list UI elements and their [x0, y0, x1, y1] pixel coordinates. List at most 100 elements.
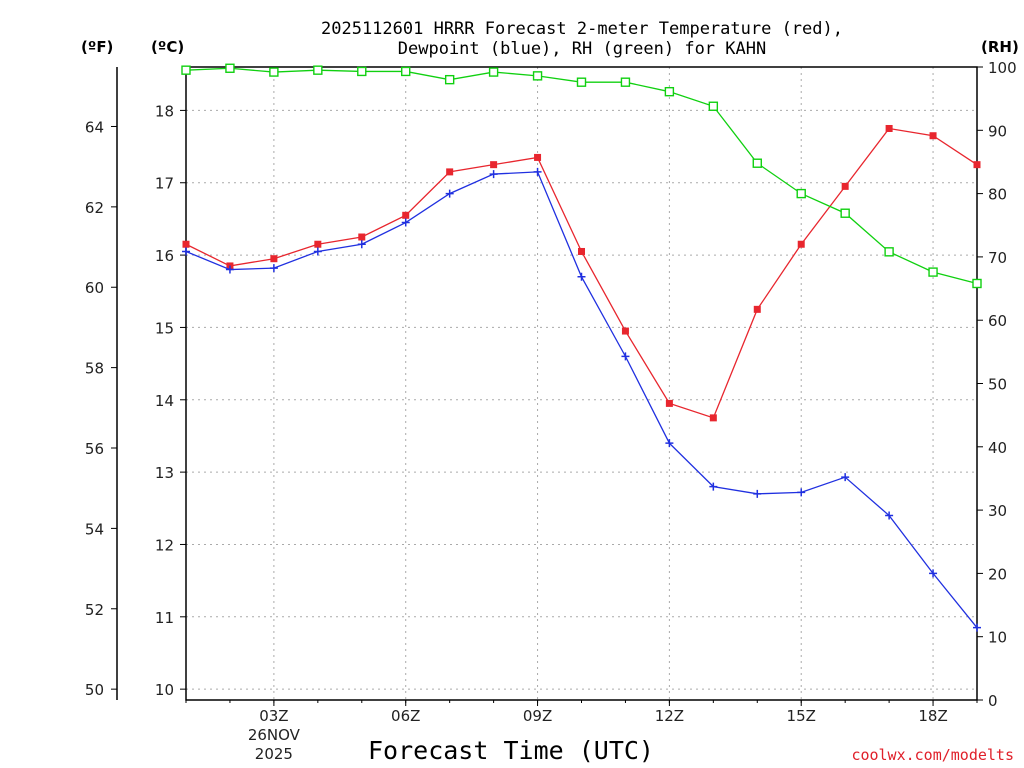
fahrenheit-tick-label: 52	[85, 601, 104, 619]
rh-point	[444, 74, 455, 85]
credit-link[interactable]: coolwx.com/modelts	[851, 746, 1014, 764]
dewpoint-point	[973, 623, 981, 632]
x-axis-label: Forecast Time (UTC)	[368, 736, 654, 765]
fahrenheit-tick-label: 58	[85, 360, 104, 378]
celsius-tick-label: 18	[155, 102, 174, 120]
temperature-point	[797, 240, 805, 248]
rh-tick-label: 90	[988, 122, 1007, 140]
temperature-point	[402, 211, 410, 219]
chart-title-line2: Dewpoint (blue), RH (green) for KAHN	[398, 39, 766, 59]
dewpoint-point	[929, 569, 938, 578]
rh-tick-label: 40	[988, 439, 1007, 457]
dewpoint-point	[182, 247, 190, 256]
temperature-point	[182, 240, 190, 248]
rh-point	[357, 66, 367, 77]
x-tick-label: 06Z	[391, 707, 420, 725]
date-label-year: 2025	[255, 745, 293, 763]
dewpoint-point	[621, 352, 630, 361]
temperature-point	[929, 132, 937, 140]
chart-title-line1: 2025112601 HRRR Forecast 2-meter Tempera…	[321, 19, 843, 39]
fahrenheit-tick-label: 64	[85, 118, 104, 136]
x-tick-label: 12Z	[655, 707, 684, 725]
fahrenheit-tick-label: 54	[85, 520, 104, 538]
fahrenheit-tick-label: 56	[85, 440, 104, 458]
temperature-point	[885, 124, 893, 132]
rh-tick-label: 10	[988, 629, 1007, 647]
rh-tick-label: 100	[988, 59, 1017, 77]
x-tick-label: 09Z	[523, 707, 552, 725]
rh-unit-label: (RH)	[981, 38, 1019, 56]
dewpoint-point	[445, 189, 454, 198]
rh-point	[269, 67, 279, 77]
rh-tick-label: 70	[988, 249, 1007, 267]
dewpoint-point	[357, 240, 366, 249]
temperature-point	[753, 305, 761, 313]
rh-point	[664, 86, 675, 97]
fahrenheit-tick-label: 62	[85, 199, 104, 217]
rh-point	[884, 247, 894, 257]
dewpoint-point	[401, 218, 410, 227]
celsius-unit-label: (ºC)	[151, 38, 184, 56]
rh-point	[972, 278, 982, 289]
dewpoint-point	[489, 170, 498, 179]
temperature-point	[314, 240, 322, 248]
temperature-point	[358, 233, 366, 241]
rh-point	[928, 267, 938, 277]
celsius-tick-label: 13	[155, 464, 174, 482]
dewpoint-point	[533, 167, 542, 176]
temperature-point	[665, 399, 673, 407]
rh-tick-label: 20	[988, 565, 1007, 583]
dewpoint-point	[885, 511, 894, 520]
temperature-point	[534, 153, 542, 161]
grid-lines	[186, 67, 977, 700]
temperature-point	[709, 414, 717, 422]
temperature-point	[621, 327, 629, 335]
rh-point	[532, 71, 543, 81]
data-series	[181, 63, 982, 632]
rh-point	[313, 65, 323, 75]
rh-point	[752, 158, 762, 168]
celsius-tick-label: 14	[155, 392, 174, 410]
rh-tick-label: 0	[988, 692, 998, 710]
rh-tick-label: 50	[988, 376, 1007, 394]
x-tick-label: 15Z	[787, 707, 816, 725]
date-label-day: 26NOV	[248, 726, 301, 744]
rh-point	[488, 67, 499, 77]
dewpoint-series	[182, 167, 981, 632]
dewpoint-point	[577, 272, 586, 281]
celsius-tick-label: 10	[155, 681, 174, 699]
dewpoint-point	[797, 488, 806, 497]
temperature-point	[490, 161, 498, 169]
temperature-point	[841, 182, 849, 190]
fahrenheit-tick-label: 50	[85, 681, 104, 699]
rh-tick-label: 60	[988, 312, 1007, 330]
axis-ticks: 03Z 06Z 09Z 12Z 15Z 18Z 10 11 12 13 14 15 16 17 18 50 52…	[85, 59, 1017, 725]
temperature-series	[182, 124, 981, 422]
temperature-point	[270, 255, 278, 263]
dewpoint-point	[269, 264, 278, 273]
x-tick-label: 03Z	[259, 707, 288, 725]
celsius-tick-label: 16	[155, 247, 174, 265]
temperature-point	[446, 168, 454, 176]
celsius-tick-label: 17	[155, 175, 174, 193]
fahrenheit-unit-label: (ºF)	[81, 38, 113, 56]
rh-point	[401, 66, 411, 77]
rh-tick-label: 30	[988, 502, 1007, 520]
dewpoint-point	[753, 489, 762, 498]
rh-tick-label: 80	[988, 186, 1007, 204]
rh-point	[840, 208, 850, 218]
x-tick-label: 18Z	[918, 707, 947, 725]
dewpoint-point	[665, 439, 674, 448]
rh-point	[708, 101, 719, 111]
rh-point	[181, 65, 191, 75]
celsius-tick-label: 12	[155, 536, 174, 554]
temperature-point	[973, 161, 981, 169]
celsius-tick-label: 11	[155, 609, 174, 627]
plot-frame	[185, 66, 978, 701]
rh-point	[796, 188, 806, 199]
rh-point	[620, 77, 631, 87]
rh-point	[576, 77, 587, 87]
rh-point	[225, 63, 235, 73]
dewpoint-point	[709, 482, 718, 491]
